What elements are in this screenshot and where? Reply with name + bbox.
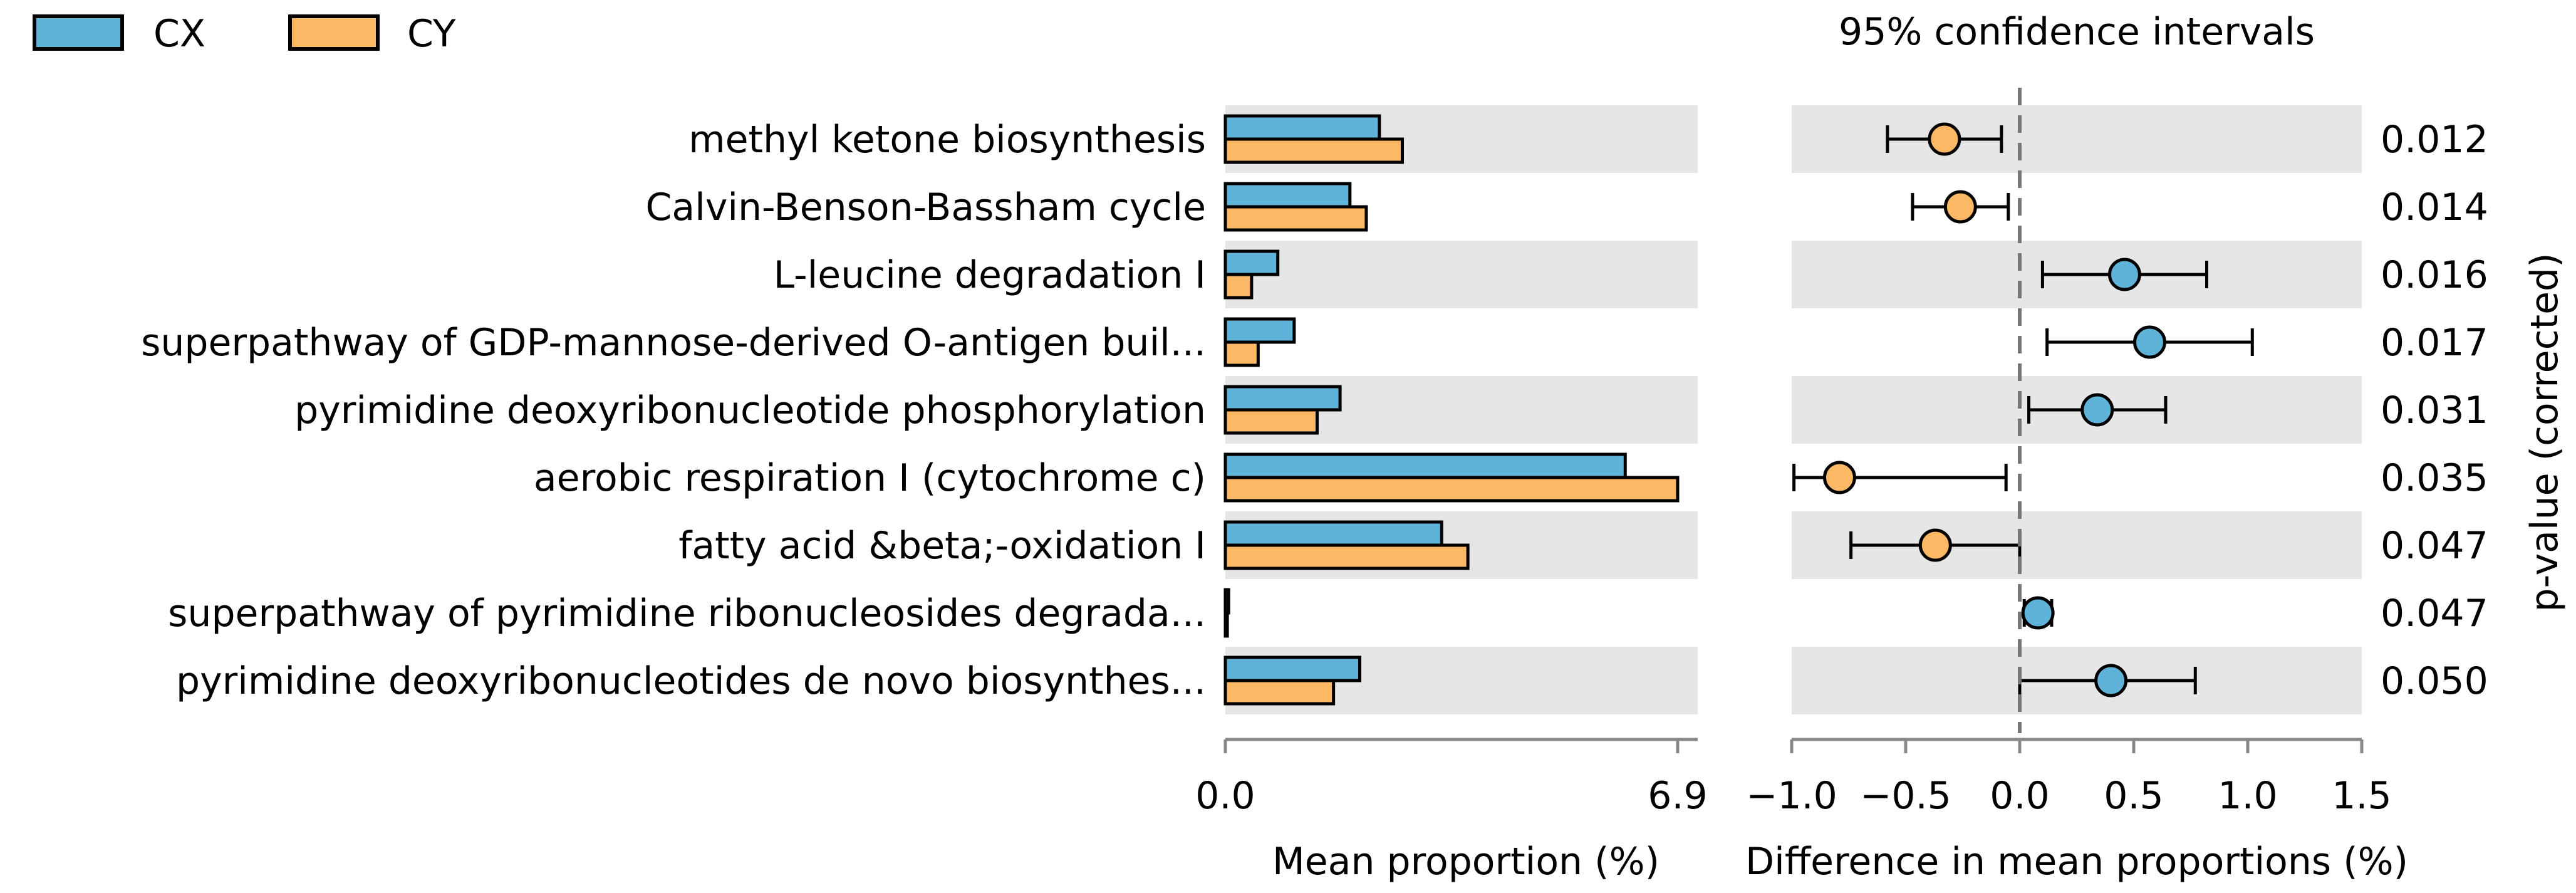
p-value-labels: 0.012 0.014 0.016 0.017 0.031 0.035 0.047 0.047… xyxy=(2381,118,2488,703)
difference-axis: −1.0 −0.5 0.0 0.5 1.0 1.5 xyxy=(1746,738,2392,818)
p-value-label: 0.050 xyxy=(2381,659,2488,703)
bar-cx xyxy=(1223,249,1280,276)
p-value-label: 0.031 xyxy=(2381,389,2488,432)
difference-tick-label: −1.0 xyxy=(1746,774,1837,818)
mean-proportion-tick-label: 0.0 xyxy=(1195,774,1255,818)
bar-cx xyxy=(1223,520,1443,547)
bar-cx xyxy=(1223,114,1381,141)
p-value-label: 0.035 xyxy=(2381,456,2488,500)
bar-cx xyxy=(1223,655,1362,682)
legend-swatch-cx xyxy=(33,14,124,51)
legend-label-cy: CY xyxy=(407,12,456,56)
category-label: fatty acid &beta;-oxidation I xyxy=(678,524,1206,568)
mean-proportion-bars xyxy=(1223,114,1680,706)
p-value-label: 0.047 xyxy=(2381,592,2488,635)
ci-point-cy xyxy=(1822,461,1856,494)
p-value-label: 0.016 xyxy=(2381,253,2488,297)
ci-point-cx xyxy=(2107,258,2141,291)
bar-cx xyxy=(1223,588,1230,615)
bar-cy xyxy=(1223,273,1254,300)
bar-cy xyxy=(1223,340,1260,367)
category-label: superpathway of pyrimidine ribonucleosid… xyxy=(168,592,1206,635)
legend-label-cx: CX xyxy=(153,12,205,56)
bar-cx xyxy=(1223,385,1342,412)
bar-cx xyxy=(1223,182,1352,209)
difference-xlabel: Difference in mean proportions (%) xyxy=(1745,840,2408,884)
bar-cy xyxy=(1223,476,1680,503)
confidence-intervals xyxy=(1792,88,2254,733)
bar-cx xyxy=(1223,317,1296,344)
p-value-label: 0.014 xyxy=(2381,185,2488,229)
p-value-axis-label: p-value (corrected) xyxy=(2523,253,2567,612)
category-label: superpathway of GDP-mannose-derived O-an… xyxy=(141,321,1206,365)
difference-tick-label: 1.5 xyxy=(2332,774,2391,818)
bar-cy xyxy=(1223,543,1470,570)
mean-proportion-xlabel: Mean proportion (%) xyxy=(1272,840,1659,884)
row-bands xyxy=(1225,105,2362,714)
bar-cy xyxy=(1223,205,1368,232)
category-label: aerobic respiration I (cytochrome c) xyxy=(534,456,1206,500)
category-label: pyrimidine deoxyribonucleotides de novo … xyxy=(176,659,1206,703)
legend: CX CY xyxy=(33,12,456,56)
bar-cy xyxy=(1223,408,1319,435)
bar-cy xyxy=(1223,137,1405,164)
difference-tick-label: 0.0 xyxy=(1990,774,2049,818)
ci-point-cx xyxy=(2132,325,2166,359)
ci-point-cx xyxy=(2021,596,2055,630)
ci-point-cy xyxy=(1928,122,1961,156)
p-value-label: 0.017 xyxy=(2381,321,2488,365)
ci-point-cy xyxy=(1918,528,1952,562)
ci-point-cy xyxy=(1943,190,1977,224)
category-label: pyrimidine deoxyribonucleotide phosphory… xyxy=(294,389,1206,432)
bar-cy xyxy=(1223,679,1336,706)
mean-proportion-tick-label: 6.9 xyxy=(1648,774,1707,818)
category-label: Calvin-Benson-Bassham cycle xyxy=(646,185,1207,229)
bar-cy xyxy=(1223,611,1229,638)
difference-tick-label: 0.5 xyxy=(2104,774,2163,818)
legend-swatch-cy xyxy=(288,14,380,51)
difference-tick-label: −0.5 xyxy=(1860,774,1951,818)
difference-tick-label: 1.0 xyxy=(2218,774,2277,818)
category-label: methyl ketone biosynthesis xyxy=(688,118,1206,162)
category-label: L-leucine degradation I xyxy=(774,253,1206,297)
p-value-label: 0.047 xyxy=(2381,524,2488,568)
category-labels: methyl ketone biosynthesis Calvin-Benson-… xyxy=(141,118,1206,703)
p-value-label: 0.012 xyxy=(2381,118,2488,162)
row-band-left xyxy=(1225,241,1698,308)
bar-cx xyxy=(1223,452,1627,479)
row-band-right xyxy=(1792,105,2362,173)
mean-proportion-axis: 0.0 6.9 xyxy=(1195,738,1708,818)
ci-point-cx xyxy=(2094,664,2128,697)
ci-title: 95% confidence intervals xyxy=(1839,10,2315,54)
ci-point-cx xyxy=(2080,393,2114,427)
